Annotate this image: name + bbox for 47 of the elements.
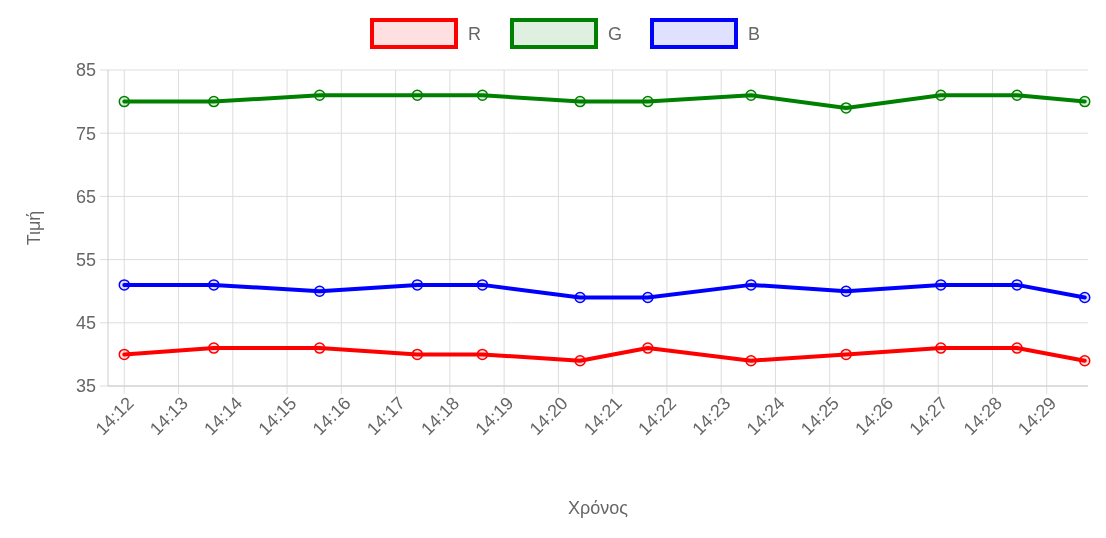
point xyxy=(476,89,489,102)
point xyxy=(118,279,131,291)
point xyxy=(1078,291,1091,304)
point xyxy=(1078,354,1091,367)
y-tick-label: 55 xyxy=(75,249,96,270)
point xyxy=(208,95,220,108)
point xyxy=(642,342,654,354)
point xyxy=(313,89,326,102)
point xyxy=(411,279,424,291)
y-axis-title: Τιμή xyxy=(24,210,44,246)
point xyxy=(1078,95,1091,108)
legend-label: R xyxy=(468,24,481,45)
point xyxy=(313,285,326,297)
x-axis-title: Χρόνος xyxy=(568,498,629,518)
point xyxy=(935,342,947,354)
legend-label: G xyxy=(608,24,623,45)
point xyxy=(840,348,852,361)
point xyxy=(411,348,424,361)
point xyxy=(745,354,757,367)
point xyxy=(574,95,586,108)
point xyxy=(1011,342,1023,354)
y-tick-label: 75 xyxy=(75,123,96,144)
point xyxy=(840,102,852,114)
point xyxy=(1011,279,1023,291)
point xyxy=(642,291,654,304)
y-tick-label: 65 xyxy=(75,186,96,207)
point xyxy=(476,348,489,361)
point xyxy=(935,279,947,291)
point xyxy=(574,291,586,304)
point xyxy=(840,285,852,297)
point xyxy=(118,348,131,361)
point xyxy=(208,342,220,354)
point xyxy=(118,95,131,108)
legend-label: B xyxy=(748,24,761,45)
point xyxy=(476,279,489,291)
point xyxy=(745,89,757,102)
point xyxy=(1011,89,1023,102)
point xyxy=(208,279,220,291)
point xyxy=(574,354,586,367)
point xyxy=(411,89,424,102)
point xyxy=(642,95,654,108)
y-tick-label: 45 xyxy=(75,313,96,334)
point xyxy=(313,342,326,354)
point xyxy=(935,89,947,102)
point xyxy=(745,279,757,291)
y-tick-label: 85 xyxy=(75,60,96,81)
y-tick-label: 35 xyxy=(75,376,96,397)
